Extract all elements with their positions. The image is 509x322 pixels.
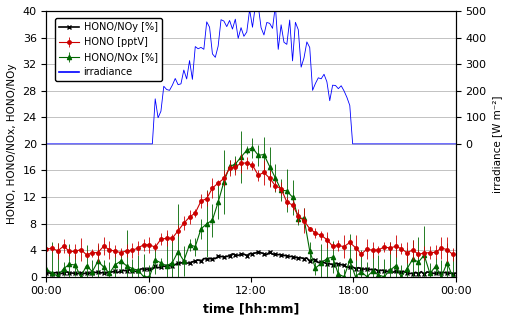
HONO/NOy [%] [75,272,81,276]
HONO/NOy [%] [453,271,459,275]
X-axis label: time [hh:mm]: time [hh:mm] [203,302,299,315]
HONO/NOy [%] [267,250,273,254]
Legend: HONO/NOy [%], HONO [pptV], HONO/NOx [%], irradiance: HONO/NOy [%], HONO [pptV], HONO/NOx [%],… [55,18,161,81]
HONO/NOy [%] [172,263,178,267]
Y-axis label: irradiance [W m⁻²]: irradiance [W m⁻²] [492,95,502,193]
HONO/NOy [%] [384,270,390,273]
HONO/NOy [%] [43,271,49,275]
HONO/NOy [%] [106,270,112,274]
Line: HONO/NOy [%]: HONO/NOy [%] [45,251,458,276]
Y-axis label: HONO, HONO/NOx, HONO/NOy: HONO, HONO/NOx, HONO/NOy [7,64,17,224]
HONO/NOy [%] [341,263,347,267]
HONO/NOy [%] [378,268,384,272]
HONO/NOy [%] [49,272,55,276]
